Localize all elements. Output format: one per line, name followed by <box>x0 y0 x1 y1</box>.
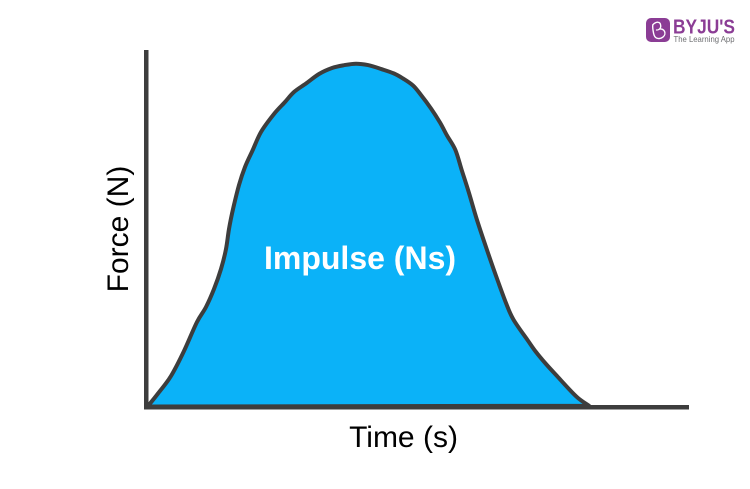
svg-text:BYJU'S: BYJU'S <box>673 18 735 39</box>
svg-text:The Learning App: The Learning App <box>674 35 735 44</box>
